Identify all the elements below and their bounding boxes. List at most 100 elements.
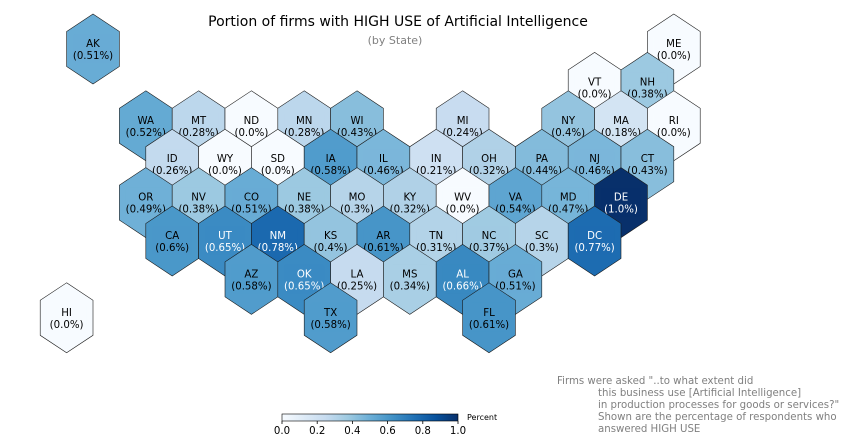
state-code-label: OK [297,269,312,280]
state-code-label: WI [350,116,363,127]
state-code-label: NC [482,231,497,242]
state-code-label: SD [271,154,285,165]
state-label-box [601,187,641,217]
state-code-label: MD [560,193,577,204]
state-code-label: AZ [244,269,258,280]
state-label-box [310,302,351,332]
state-code-label: NY [561,116,576,127]
footnote-line: Firms were asked "..to what extent did [557,376,753,387]
state-label-box [231,264,272,294]
state-label-box [442,187,483,217]
state-code-label: WY [217,154,234,165]
state-value-label: (0.65%) [284,281,324,292]
state-code-label: WV [454,193,471,204]
state-label-box [469,149,509,179]
state-label-box [627,149,668,179]
chart-subtitle: (by State) [368,34,423,47]
state-code-label: NM [270,231,286,242]
colorbar-tick-label: 0.8 [415,426,431,437]
state-value-label: (0.52%) [126,128,166,139]
state-label-box [363,149,404,179]
state-value-label: (0.37%) [469,243,509,254]
state-label-box [310,149,351,179]
state-label-box [574,149,615,179]
state-value-label: (0.43%) [337,128,377,139]
state-code-label: CO [244,193,259,204]
state-value-label: (0.77%) [574,243,614,254]
state-code-label: NE [297,193,311,204]
state-label-box [178,110,219,140]
state-value-label: (0.3%) [340,205,374,216]
state-code-label: UT [218,231,232,242]
colorbar-tick-label: 1.0 [450,426,466,437]
state-code-label: KS [324,231,337,242]
state-code-label: AR [376,231,390,242]
state-code-label: GA [508,269,523,280]
state-code-label: RI [669,116,679,127]
state-value-label: (0.58%) [310,166,350,177]
state-code-label: NJ [589,154,600,165]
state-code-label: CT [641,154,655,165]
state-value-label: (0.58%) [310,320,350,331]
state-code-label: AK [86,39,100,50]
state-label-box [337,110,377,140]
state-code-label: MI [457,116,469,127]
footnote-line: Shown are the percentage of respondents … [598,412,837,423]
state-value-label: (0.0%) [234,128,268,139]
state-code-label: OR [138,193,153,204]
state-label-box [389,187,430,217]
state-hex-tx: TX(0.58%) [303,282,358,354]
state-value-label: (0.51%) [231,205,271,216]
state-label-box [125,187,166,217]
colorbar-label: Percent [467,413,497,422]
state-value-label: (0.66%) [442,281,482,292]
state-code-label: VT [588,77,602,88]
state-code-label: ID [167,154,178,165]
state-label-box [231,187,272,217]
state-value-label: (0.61%) [469,320,509,331]
colorbar-tick-label: 0.2 [309,426,325,437]
state-code-label: IN [431,154,442,165]
colorbar: 0.0 0.2 0.4 0.6 0.8 1.0 Percent [274,413,497,437]
state-hex-ak: AK(0.51%) [66,13,120,85]
state-code-label: CA [165,231,179,242]
state-value-label: (0.18%) [601,128,641,139]
state-label-box [363,226,404,255]
state-value-label: (0.28%) [178,128,218,139]
state-label-box [152,226,193,255]
state-code-label: PA [536,154,548,165]
state-value-label: (0.46%) [574,166,614,177]
state-label-box [416,226,457,255]
state-label-box [125,110,166,140]
state-label-box [574,226,615,255]
state-value-label: (0.46%) [363,166,403,177]
state-label-box [574,72,615,102]
state-code-label: TX [323,308,337,319]
state-code-label: NH [640,77,655,88]
state-code-label: VA [509,193,522,204]
state-label-box [337,264,377,294]
state-hex-ms: MS(0.34%) [383,244,437,315]
state-value-label: (0.6%) [155,243,189,254]
state-code-label: LA [351,269,364,280]
state-code-label: AL [456,269,469,280]
state-code-label: KY [404,193,417,204]
state-code-label: MN [296,116,312,127]
state-label-box [495,187,536,217]
state-label-box [205,149,245,179]
state-label-box [389,264,430,294]
state-hex-az: AZ(0.58%) [224,244,279,315]
state-value-label: (0.28%) [284,128,324,139]
colorbar-ticks: 0.0 0.2 0.4 0.6 0.8 1.0 [274,421,466,437]
state-label-box [469,302,509,332]
state-label-box [231,110,272,140]
state-code-label: IA [326,154,336,165]
colorbar-gradient [281,413,459,422]
state-value-label: (0.54%) [495,205,535,216]
footnote-line: answered HIGH USE [598,424,700,435]
state-value-label: (0.0%) [446,205,480,216]
state-value-label: (0.0%) [657,51,691,62]
state-label-box [442,110,483,140]
state-value-label: (0.38%) [627,89,667,100]
